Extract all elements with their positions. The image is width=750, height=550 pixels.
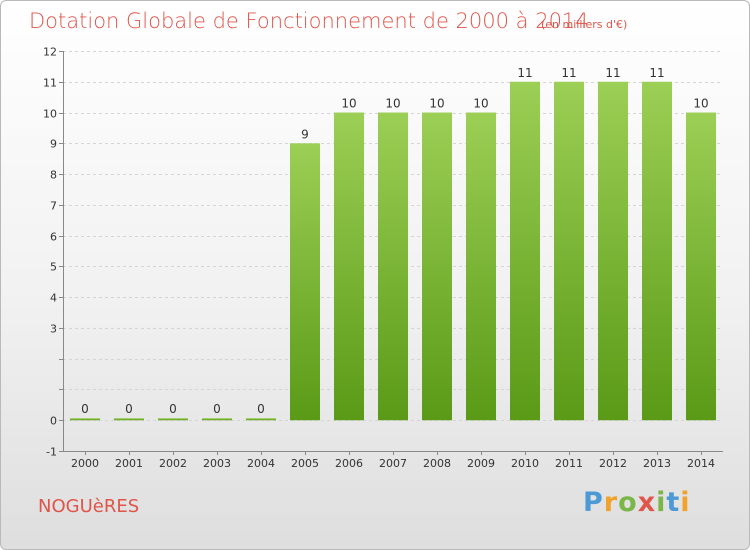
bar-2011 (554, 81, 584, 421)
y-tick-label: 10 (43, 108, 57, 121)
bar-2014 (686, 112, 716, 421)
bar-2012 (598, 81, 628, 421)
data-label: 0 (169, 402, 177, 416)
x-tick-label: 2012 (599, 457, 627, 470)
data-label: 0 (213, 402, 221, 416)
logo-letter: t (666, 487, 681, 518)
y-tick-label: 11 (43, 77, 57, 90)
bars (70, 81, 716, 421)
x-tick-label: 2002 (159, 457, 187, 470)
x-tick-label: 2007 (379, 457, 407, 470)
bar-2000 (70, 418, 100, 421)
x-tick-label: 2003 (203, 457, 231, 470)
labels: 0 2000 0 2001 0 2002 0 2003 0 2004 9 2005 10 2006 10 20… (71, 66, 715, 470)
y-tick-label: 6 (50, 231, 57, 244)
bar-2008 (422, 112, 452, 421)
bar-2002 (158, 418, 188, 421)
y-tick-label: -1 (46, 446, 57, 459)
y-tick-label: 5 (50, 261, 57, 274)
y-tick-label: 3 (50, 323, 57, 336)
axes: -1 0 3 4 5 6 7 8 9 10 11 12 (43, 46, 723, 459)
x-tick-label: 2010 (511, 457, 539, 470)
logo-letter: i (656, 487, 667, 518)
bar-2009 (466, 112, 496, 421)
data-label: 10 (429, 97, 444, 111)
data-label: 0 (125, 402, 133, 416)
bar-2001 (114, 418, 144, 421)
data-label: 10 (473, 97, 488, 111)
x-tick-label: 2000 (71, 457, 99, 470)
y-tick-label: 8 (50, 169, 57, 182)
logo-letter: r (603, 487, 619, 518)
logo-letter: i (680, 487, 691, 518)
data-label: 11 (649, 66, 664, 80)
x-tick-label: 2008 (423, 457, 451, 470)
bar-2003 (202, 418, 232, 421)
y-tick-label: 9 (50, 138, 57, 151)
y-tick-label: 7 (50, 200, 57, 213)
x-tick-label: 2001 (115, 457, 143, 470)
chart-subtitle: (en milliers d'€) (541, 18, 628, 31)
x-tick-label: 2011 (555, 457, 583, 470)
logo-letter: P (583, 487, 604, 518)
bar-2005 (290, 143, 320, 421)
x-tick-label: 2013 (643, 457, 671, 470)
bar-2010 (510, 81, 540, 421)
chart-title: Dotation Globale de Fonctionnement de 20… (29, 9, 589, 33)
bar-2013 (642, 81, 672, 421)
data-label: 0 (81, 402, 89, 416)
y-tick-label: 12 (43, 46, 57, 59)
y-tick-label: 4 (50, 292, 57, 305)
data-label: 10 (693, 97, 708, 111)
data-label: 11 (561, 66, 576, 80)
data-label: 10 (341, 97, 356, 111)
data-label: 10 (385, 97, 400, 111)
data-label: 9 (301, 127, 309, 141)
y-tick-label: 0 (50, 415, 57, 428)
proxiti-logo: Proxiti (583, 487, 691, 518)
x-tick-label: 2006 (335, 457, 363, 470)
x-tick-label: 2009 (467, 457, 495, 470)
logo-letter: x (637, 487, 657, 518)
logo-letter: o (618, 487, 638, 518)
x-tick-label: 2005 (291, 457, 319, 470)
x-tick-label: 2014 (687, 457, 715, 470)
commune-name: NOGUèRES (38, 496, 140, 517)
bar-2004 (246, 418, 276, 421)
x-tick-label: 2004 (247, 457, 275, 470)
data-label: 11 (517, 66, 532, 80)
data-label: 0 (257, 402, 265, 416)
bar-2007 (378, 112, 408, 421)
data-label: 11 (605, 66, 620, 80)
bar-2006 (334, 112, 364, 421)
